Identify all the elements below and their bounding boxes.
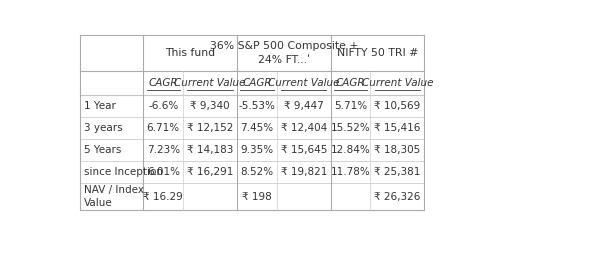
Text: 8.52%: 8.52%: [240, 167, 274, 177]
Text: ₹ 15,645: ₹ 15,645: [280, 145, 327, 155]
Text: CAGR: CAGR: [149, 78, 178, 88]
Text: 5 Years: 5 Years: [84, 145, 121, 155]
Text: ₹ 16.29: ₹ 16.29: [143, 192, 183, 201]
Text: 5.71%: 5.71%: [334, 101, 367, 111]
Text: ₹ 16,291: ₹ 16,291: [187, 167, 233, 177]
Text: 6.71%: 6.71%: [147, 123, 180, 133]
Text: ₹ 26,326: ₹ 26,326: [374, 192, 420, 201]
Text: 36% S&P 500 Composite +
24% FT...ʹ: 36% S&P 500 Composite + 24% FT...ʹ: [210, 41, 358, 64]
Text: 15.52%: 15.52%: [330, 123, 370, 133]
Text: CAGR: CAGR: [242, 78, 272, 88]
Text: 9.35%: 9.35%: [240, 145, 274, 155]
Text: NAV / Index
Value: NAV / Index Value: [84, 185, 144, 208]
Text: ₹ 9,447: ₹ 9,447: [284, 101, 324, 111]
Text: -5.53%: -5.53%: [239, 101, 275, 111]
Text: Current Value: Current Value: [175, 78, 246, 88]
Text: ₹ 18,305: ₹ 18,305: [374, 145, 420, 155]
Text: -6.6%: -6.6%: [148, 101, 178, 111]
Text: 6.01%: 6.01%: [147, 167, 180, 177]
Text: CAGR: CAGR: [336, 78, 365, 88]
Text: ₹ 12,404: ₹ 12,404: [281, 123, 327, 133]
Text: Current Value: Current Value: [268, 78, 339, 88]
Text: 3 years: 3 years: [84, 123, 123, 133]
Text: 12.84%: 12.84%: [330, 145, 370, 155]
Text: This fund: This fund: [165, 48, 215, 58]
Text: 7.45%: 7.45%: [240, 123, 274, 133]
Text: ₹ 12,152: ₹ 12,152: [187, 123, 233, 133]
Text: ₹ 198: ₹ 198: [242, 192, 272, 201]
Text: since Inception: since Inception: [84, 167, 163, 177]
Text: ₹ 14,183: ₹ 14,183: [187, 145, 233, 155]
Text: 1 Year: 1 Year: [84, 101, 116, 111]
Text: ₹ 15,416: ₹ 15,416: [374, 123, 420, 133]
Text: NIFTY 50 TRI #: NIFTY 50 TRI #: [337, 48, 418, 58]
Text: 11.78%: 11.78%: [330, 167, 370, 177]
Text: ₹ 25,381: ₹ 25,381: [374, 167, 420, 177]
Text: ₹ 9,340: ₹ 9,340: [190, 101, 230, 111]
Text: Current Value: Current Value: [362, 78, 433, 88]
Text: 7.23%: 7.23%: [147, 145, 180, 155]
Text: ₹ 19,821: ₹ 19,821: [280, 167, 327, 177]
Text: ₹ 10,569: ₹ 10,569: [374, 101, 420, 111]
